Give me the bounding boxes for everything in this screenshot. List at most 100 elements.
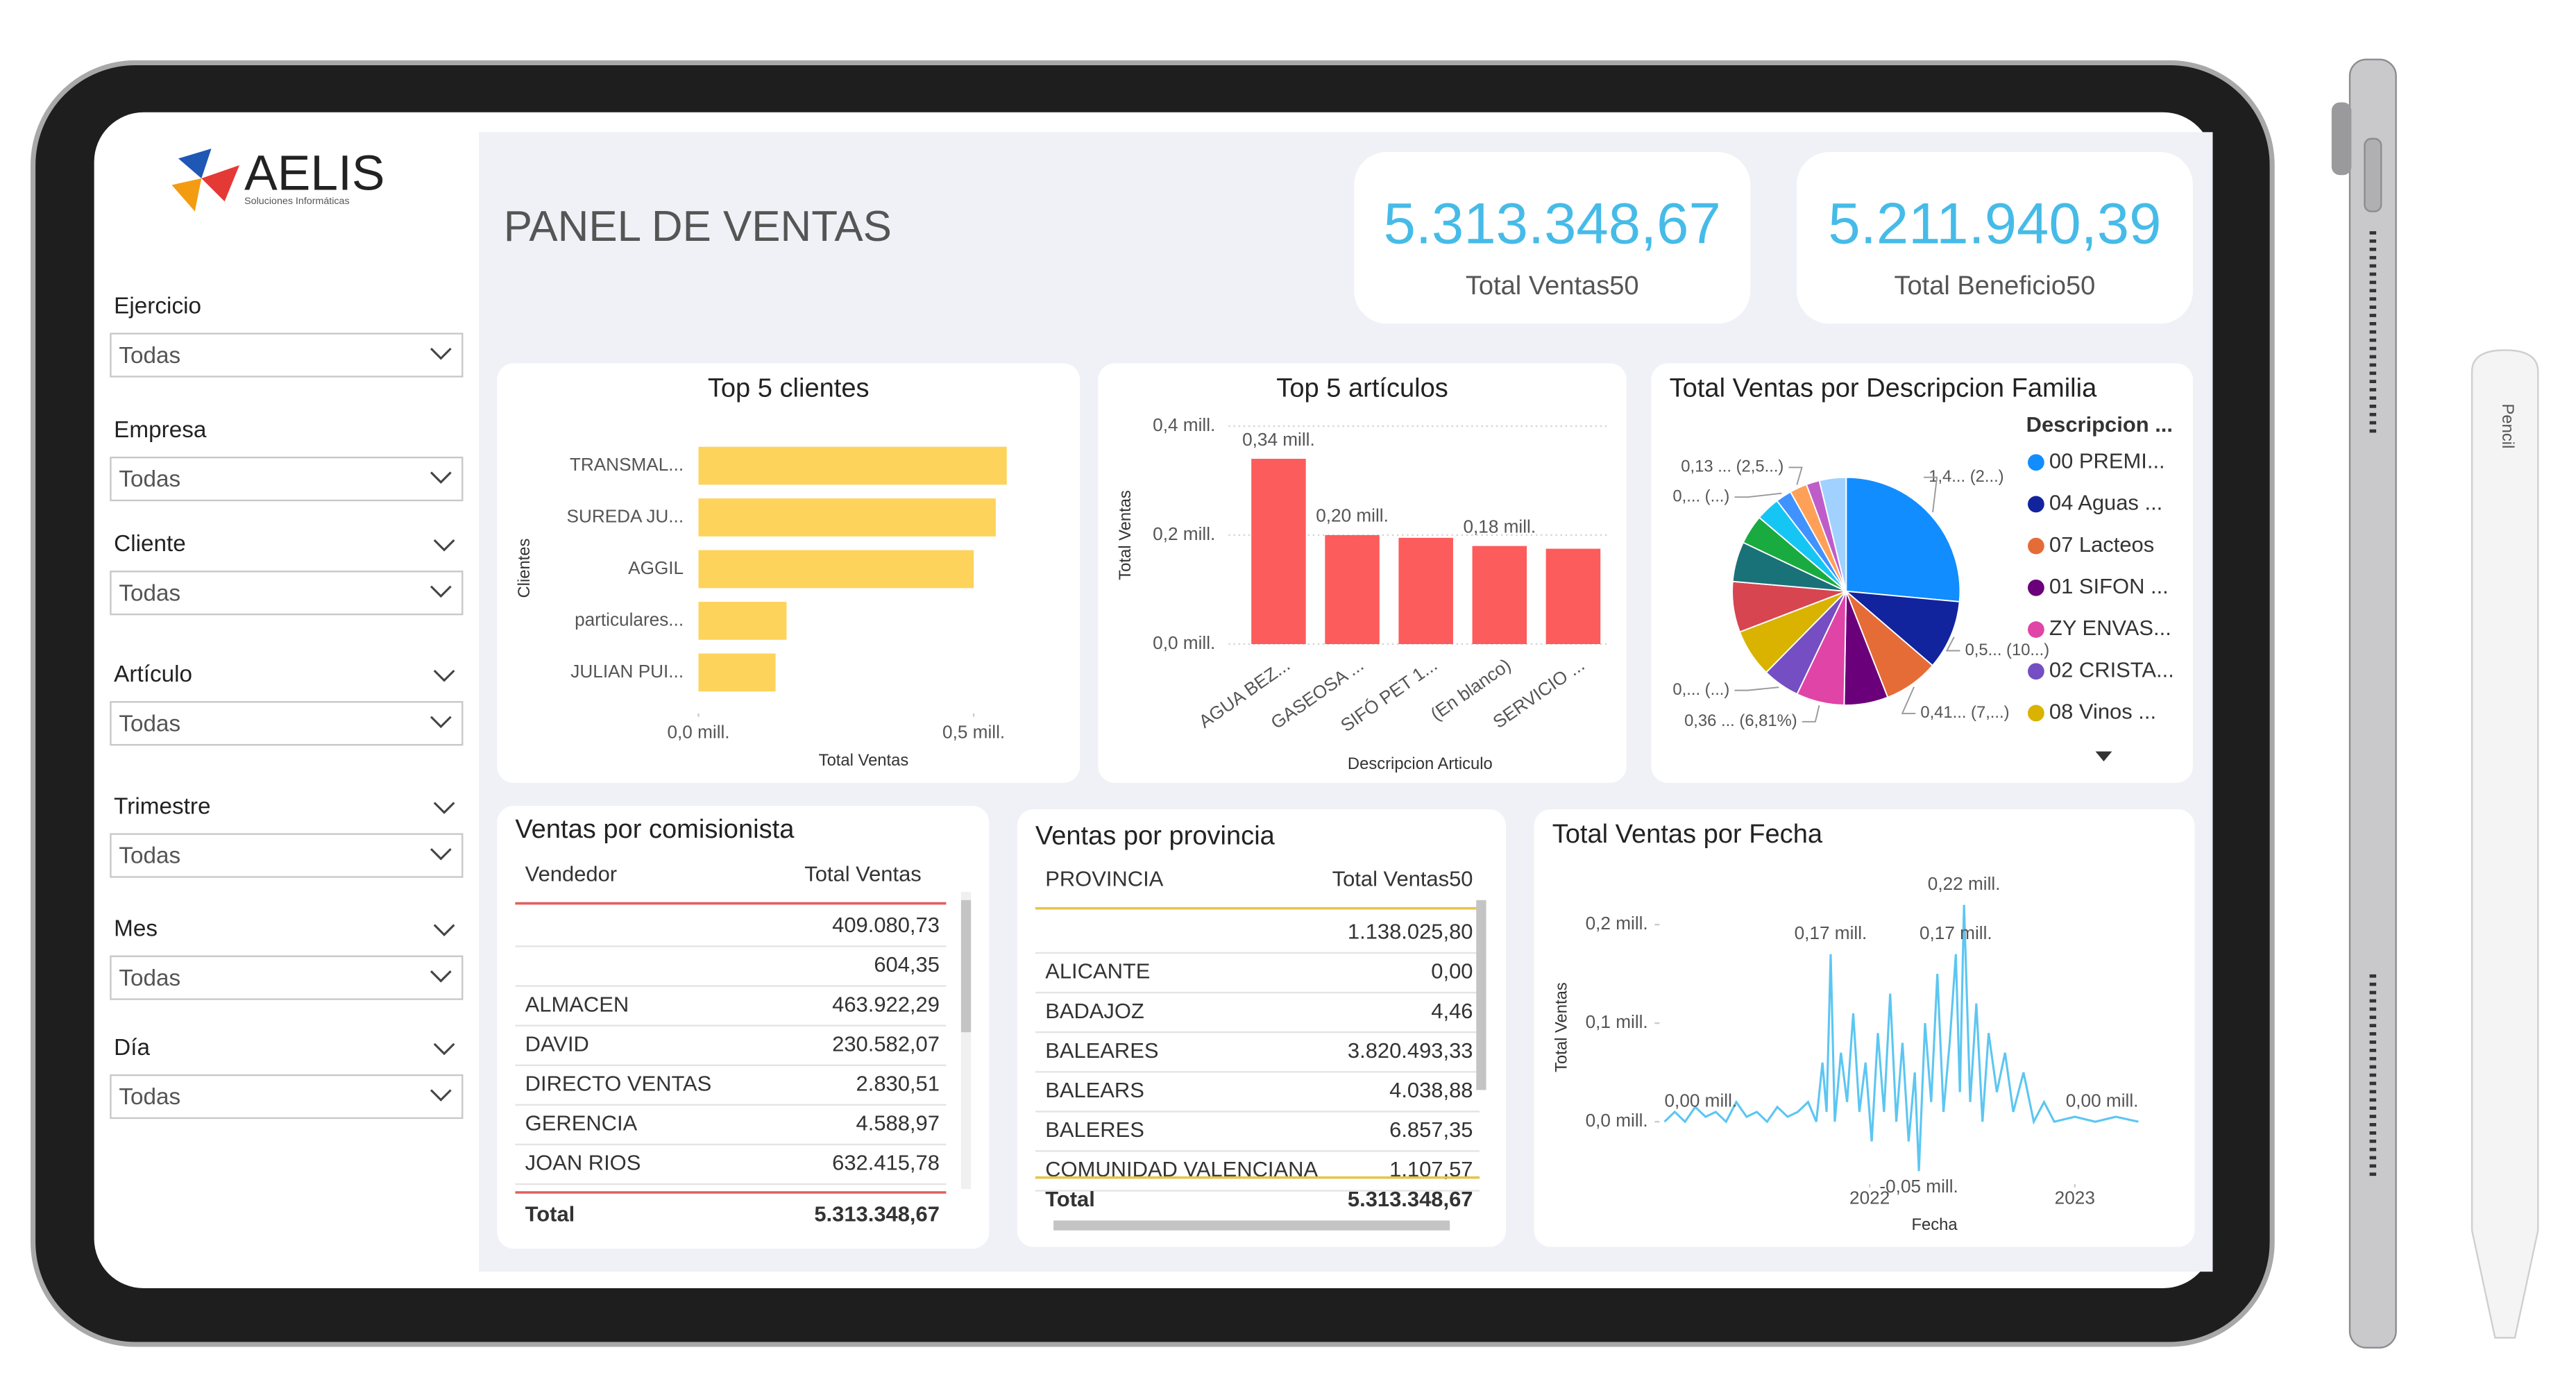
- chevron: [433, 924, 455, 936]
- total-value: 5.313.348,67: [814, 1201, 940, 1226]
- legend-more[interactable]: [2095, 751, 2112, 761]
- table-cell: BALEARES: [1045, 1038, 1158, 1063]
- table-cell: GERENCIA: [525, 1111, 638, 1136]
- data-label: 1,4... (2...): [1929, 467, 2003, 486]
- chevron: [430, 847, 452, 861]
- x-tick-label: 2022: [1849, 1187, 1890, 1208]
- legend-label: ZY ENVAS...: [2049, 616, 2171, 640]
- kpi-card: [1354, 151, 1751, 324]
- bar: [1398, 537, 1453, 644]
- y-tick-label: particulares...: [575, 609, 684, 630]
- bar: [1545, 548, 1601, 644]
- legend-swatch: [2028, 663, 2044, 680]
- chevron: [433, 1043, 455, 1056]
- scrollbar-thumb[interactable]: [1476, 900, 1486, 1090]
- data-label: 0,17 mill.: [1920, 922, 1992, 943]
- y-tick-label: 0,0 mill.: [1153, 632, 1215, 653]
- logo-name: AELIS: [244, 145, 384, 201]
- x-tick-label: 0,5 mill.: [942, 721, 1005, 742]
- data-label: -0,05 mill.: [1879, 1176, 1958, 1197]
- y-tick-label: SUREDA JU...: [567, 505, 684, 526]
- table-cell: 604,35: [874, 952, 940, 977]
- table-cell: BADAJOZ: [1045, 999, 1144, 1023]
- column-header: PROVINCIA: [1045, 866, 1163, 891]
- table-cell: 632.415,78: [832, 1151, 940, 1175]
- data-label: 0,41... (7,...): [1920, 703, 2009, 722]
- y-tick-label: TRANSMAL...: [570, 454, 684, 475]
- table-card: [497, 806, 990, 1249]
- table-cell: DIRECTO VENTAS: [525, 1071, 712, 1095]
- column-header: Vendedor: [525, 861, 617, 886]
- data-label: 0,... (...): [1672, 487, 1729, 506]
- scrollbar-thumb[interactable]: [960, 900, 972, 1033]
- logo-mark: [201, 164, 240, 202]
- kpi-label: Total Ventas50: [1466, 271, 1639, 301]
- chart-title: Total Ventas por Descripcion Familia: [1670, 374, 2097, 403]
- chart-card: [1534, 809, 2195, 1247]
- scrollbar-h-thumb[interactable]: [1053, 1220, 1450, 1231]
- slicer-label: Empresa: [114, 417, 207, 443]
- pencil-label: Pencil: [2498, 404, 2517, 449]
- legend-label: 04 Aguas ...: [2049, 491, 2162, 515]
- slicer-dropdown[interactable]: [110, 833, 464, 878]
- slicer-label: Trimestre: [114, 793, 210, 819]
- bar: [698, 602, 787, 640]
- x-tick-label: 0,0 mill.: [667, 721, 729, 742]
- column-header: Total Ventas: [804, 861, 921, 886]
- slicer-dropdown[interactable]: [110, 332, 464, 378]
- data-label: 0,13 ... (2,5...): [1681, 457, 1783, 476]
- column-header: Total Ventas50: [1332, 866, 1473, 891]
- pie-slice: [1818, 476, 1847, 592]
- slicer-dropdown[interactable]: [110, 1074, 464, 1120]
- tablet-side: [2348, 58, 2397, 1349]
- x-tick-label: 2023: [2055, 1187, 2095, 1208]
- page-title: PANEL DE VENTAS: [504, 203, 892, 251]
- table-cell: BALERES: [1045, 1117, 1144, 1142]
- leader-line: [1788, 466, 1803, 485]
- data-label: 0,... (...): [1672, 680, 1729, 699]
- slicer-value: Todas: [119, 343, 180, 369]
- pie-slice: [1844, 590, 1960, 667]
- table-cell: 3.820.493,33: [1348, 1038, 1473, 1063]
- slicer-dropdown[interactable]: [110, 571, 464, 616]
- table-card: [1017, 809, 1507, 1247]
- y-tick-label: AGGIL: [628, 557, 684, 578]
- slicer-dropdown[interactable]: [110, 456, 464, 502]
- slicer-dropdown[interactable]: [110, 701, 464, 746]
- data-label: 0,17 mill.: [1795, 922, 1867, 943]
- slicer-value: Todas: [119, 466, 180, 492]
- bar: [1251, 459, 1306, 644]
- total-label: Total: [1045, 1187, 1095, 1211]
- chevron: [430, 970, 452, 983]
- leader-line: [1945, 636, 1960, 652]
- legend-label: 07 Lacteos: [2049, 532, 2154, 557]
- bar: [1472, 546, 1527, 644]
- chevron: [433, 539, 455, 552]
- y-axis-label: Total Ventas: [1552, 982, 1570, 1072]
- data-label: 0,00 mill.: [2066, 1090, 2139, 1111]
- legend-label: 00 PREMI...: [2049, 448, 2165, 473]
- chevron: [430, 585, 452, 598]
- slicer-dropdown[interactable]: [110, 955, 464, 1000]
- y-tick-label: 0,2 mill.: [1153, 523, 1215, 544]
- data-label: 0,00 mill.: [1665, 1090, 1738, 1111]
- logo-mark: [171, 178, 202, 212]
- slicer-label: Cliente: [114, 531, 186, 557]
- table-cell: 2.830,51: [856, 1071, 940, 1095]
- legend-label: 08 Vinos ...: [2049, 700, 2156, 724]
- data-label: 0,36 ... (6,81%): [1684, 711, 1797, 730]
- y-tick-label: 0,2 mill.: [1586, 913, 1648, 934]
- slicer-value: Todas: [119, 843, 180, 869]
- data-label: 0,5... (10...): [1965, 641, 2050, 659]
- chart-title: Top 5 clientes: [708, 374, 870, 403]
- logo-mark: [178, 149, 212, 178]
- table-cell: 0,00: [1431, 959, 1473, 984]
- legend-label: 02 CRISTA...: [2049, 657, 2174, 682]
- slicer-value: Todas: [119, 965, 180, 991]
- table-cell: 230.582,07: [832, 1031, 940, 1056]
- data-label: 0,18 mill.: [1463, 516, 1536, 537]
- table-cell: DAVID: [525, 1031, 589, 1056]
- legend-swatch: [2028, 579, 2044, 596]
- total-value: 5.313.348,67: [1348, 1187, 1473, 1211]
